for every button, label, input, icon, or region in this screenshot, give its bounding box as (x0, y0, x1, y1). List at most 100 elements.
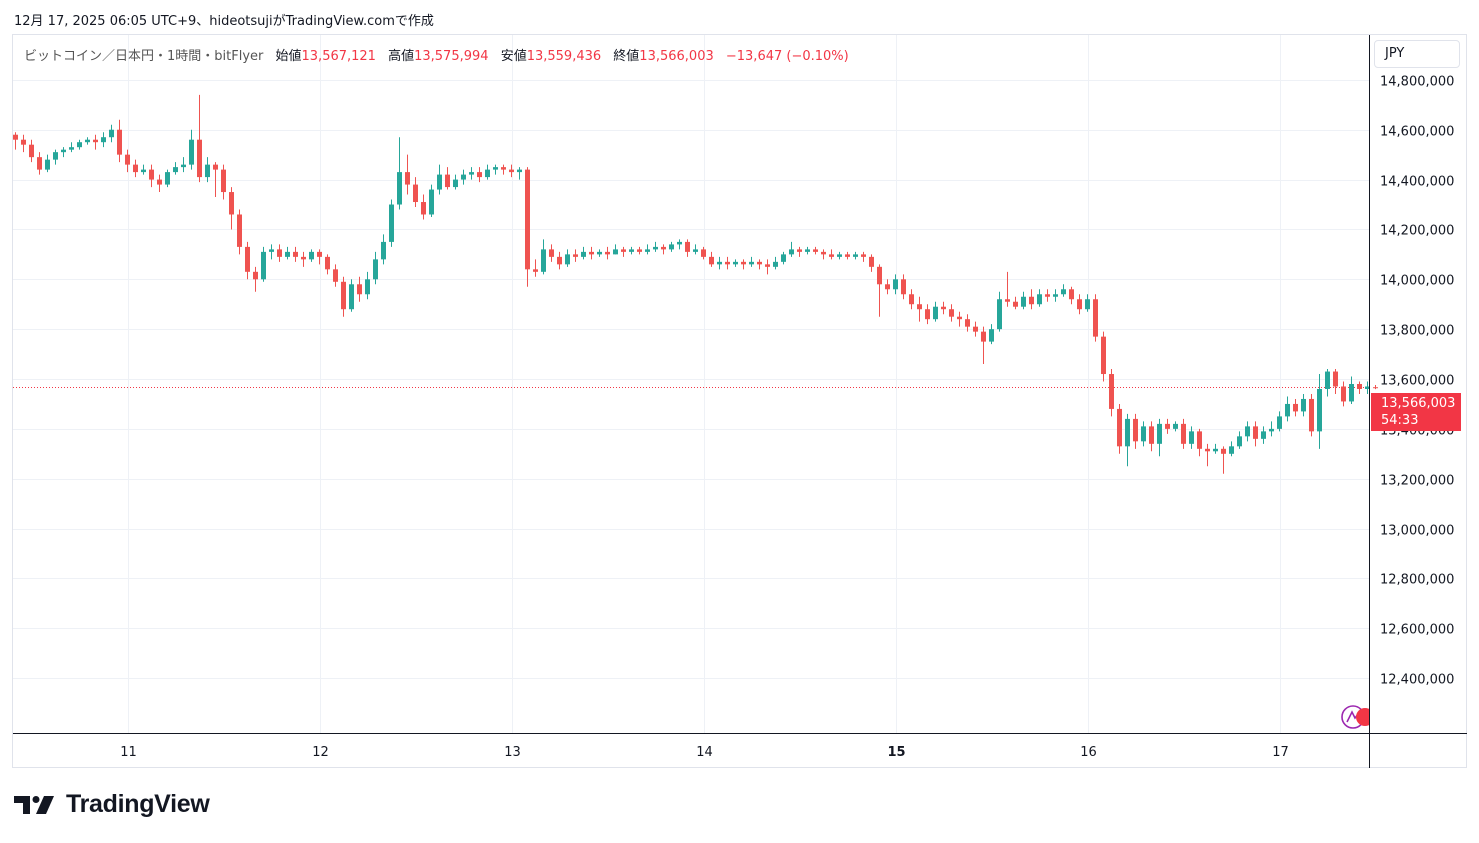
candle[interactable] (861, 251, 866, 262)
candle[interactable] (213, 162, 218, 198)
candle[interactable] (445, 167, 450, 190)
candle[interactable] (869, 254, 874, 272)
candle[interactable] (133, 159, 138, 178)
candle[interactable] (301, 251, 306, 267)
candle[interactable] (557, 251, 562, 270)
candle[interactable] (421, 194, 426, 220)
candle[interactable] (677, 239, 682, 250)
candle[interactable] (965, 314, 970, 332)
candle[interactable] (1277, 411, 1282, 432)
candle[interactable] (1141, 421, 1146, 447)
candle[interactable] (661, 244, 666, 255)
candle[interactable] (741, 259, 746, 270)
candle[interactable] (261, 246, 266, 282)
candle[interactable] (909, 289, 914, 310)
candle[interactable] (549, 244, 554, 262)
candle[interactable] (1117, 403, 1122, 454)
candle[interactable] (1357, 381, 1362, 394)
candle[interactable] (1349, 376, 1354, 404)
candle[interactable] (813, 246, 818, 255)
candle[interactable] (709, 251, 714, 267)
candle[interactable] (701, 246, 706, 260)
candle[interactable] (733, 259, 738, 267)
candle[interactable] (365, 271, 370, 300)
candle[interactable] (949, 304, 954, 322)
candle[interactable] (1317, 374, 1322, 449)
candle[interactable] (717, 256, 722, 270)
candle[interactable] (1021, 291, 1026, 310)
candle[interactable] (501, 164, 506, 175)
candle[interactable] (757, 259, 762, 270)
candle[interactable] (1093, 294, 1098, 342)
candle[interactable] (1221, 446, 1226, 474)
candle[interactable] (997, 291, 1002, 332)
candle[interactable] (581, 246, 586, 260)
candle[interactable] (1237, 431, 1242, 449)
candle[interactable] (1125, 413, 1130, 467)
candle[interactable] (309, 249, 314, 262)
candle[interactable] (477, 167, 482, 183)
candle[interactable] (925, 304, 930, 325)
candle[interactable] (461, 169, 466, 185)
candle[interactable] (1341, 381, 1346, 407)
candle[interactable] (413, 177, 418, 208)
candle[interactable] (597, 249, 602, 257)
candle[interactable] (797, 246, 802, 257)
candle[interactable] (1365, 381, 1370, 394)
candle[interactable] (37, 152, 42, 175)
candle[interactable] (397, 137, 402, 210)
candle[interactable] (1333, 369, 1338, 394)
candle[interactable] (749, 256, 754, 267)
candle[interactable] (469, 167, 474, 180)
candle[interactable] (437, 164, 442, 195)
candle[interactable] (829, 249, 834, 260)
candle[interactable] (1373, 384, 1378, 390)
candle[interactable] (509, 164, 514, 178)
candle[interactable] (773, 256, 778, 270)
candle[interactable] (805, 246, 810, 255)
candle[interactable] (1053, 289, 1058, 302)
candle[interactable] (629, 246, 634, 255)
candle[interactable] (253, 266, 258, 292)
candle[interactable] (1157, 418, 1162, 457)
candle[interactable] (325, 254, 330, 275)
candle[interactable] (117, 119, 122, 163)
candle[interactable] (957, 311, 962, 327)
candle[interactable] (1293, 398, 1298, 417)
candle[interactable] (109, 124, 114, 143)
tradingview-badge-icon[interactable] (1339, 703, 1369, 731)
candle[interactable] (141, 164, 146, 175)
candle[interactable] (605, 246, 610, 260)
candle[interactable] (645, 244, 650, 255)
brand[interactable]: TradingView (14, 790, 210, 819)
candle[interactable] (989, 324, 994, 345)
candle[interactable] (1309, 393, 1314, 437)
candle[interactable] (653, 241, 658, 252)
candle[interactable] (389, 199, 394, 247)
candle[interactable] (85, 137, 90, 145)
candle[interactable] (533, 259, 538, 277)
candle[interactable] (21, 134, 26, 153)
candle[interactable] (373, 251, 378, 285)
candle[interactable] (293, 246, 298, 262)
candle[interactable] (845, 251, 850, 260)
chart-frame[interactable] (12, 34, 1467, 768)
candle[interactable] (893, 274, 898, 295)
candle[interactable] (229, 187, 234, 230)
candle[interactable] (157, 174, 162, 193)
symbol-label[interactable]: ビットコイン／日本円・1時間・bitFlyer (24, 49, 264, 64)
candle[interactable] (837, 251, 842, 260)
candle[interactable] (61, 147, 66, 158)
candle[interactable] (685, 239, 690, 257)
candle[interactable] (1213, 443, 1218, 454)
candle[interactable] (1197, 428, 1202, 457)
candle[interactable] (93, 134, 98, 150)
candle[interactable] (165, 169, 170, 188)
candle[interactable] (149, 164, 154, 188)
candle[interactable] (525, 167, 530, 287)
candle[interactable] (1261, 426, 1266, 444)
candle[interactable] (621, 246, 626, 257)
candle[interactable] (1173, 421, 1178, 432)
candle[interactable] (517, 167, 522, 180)
